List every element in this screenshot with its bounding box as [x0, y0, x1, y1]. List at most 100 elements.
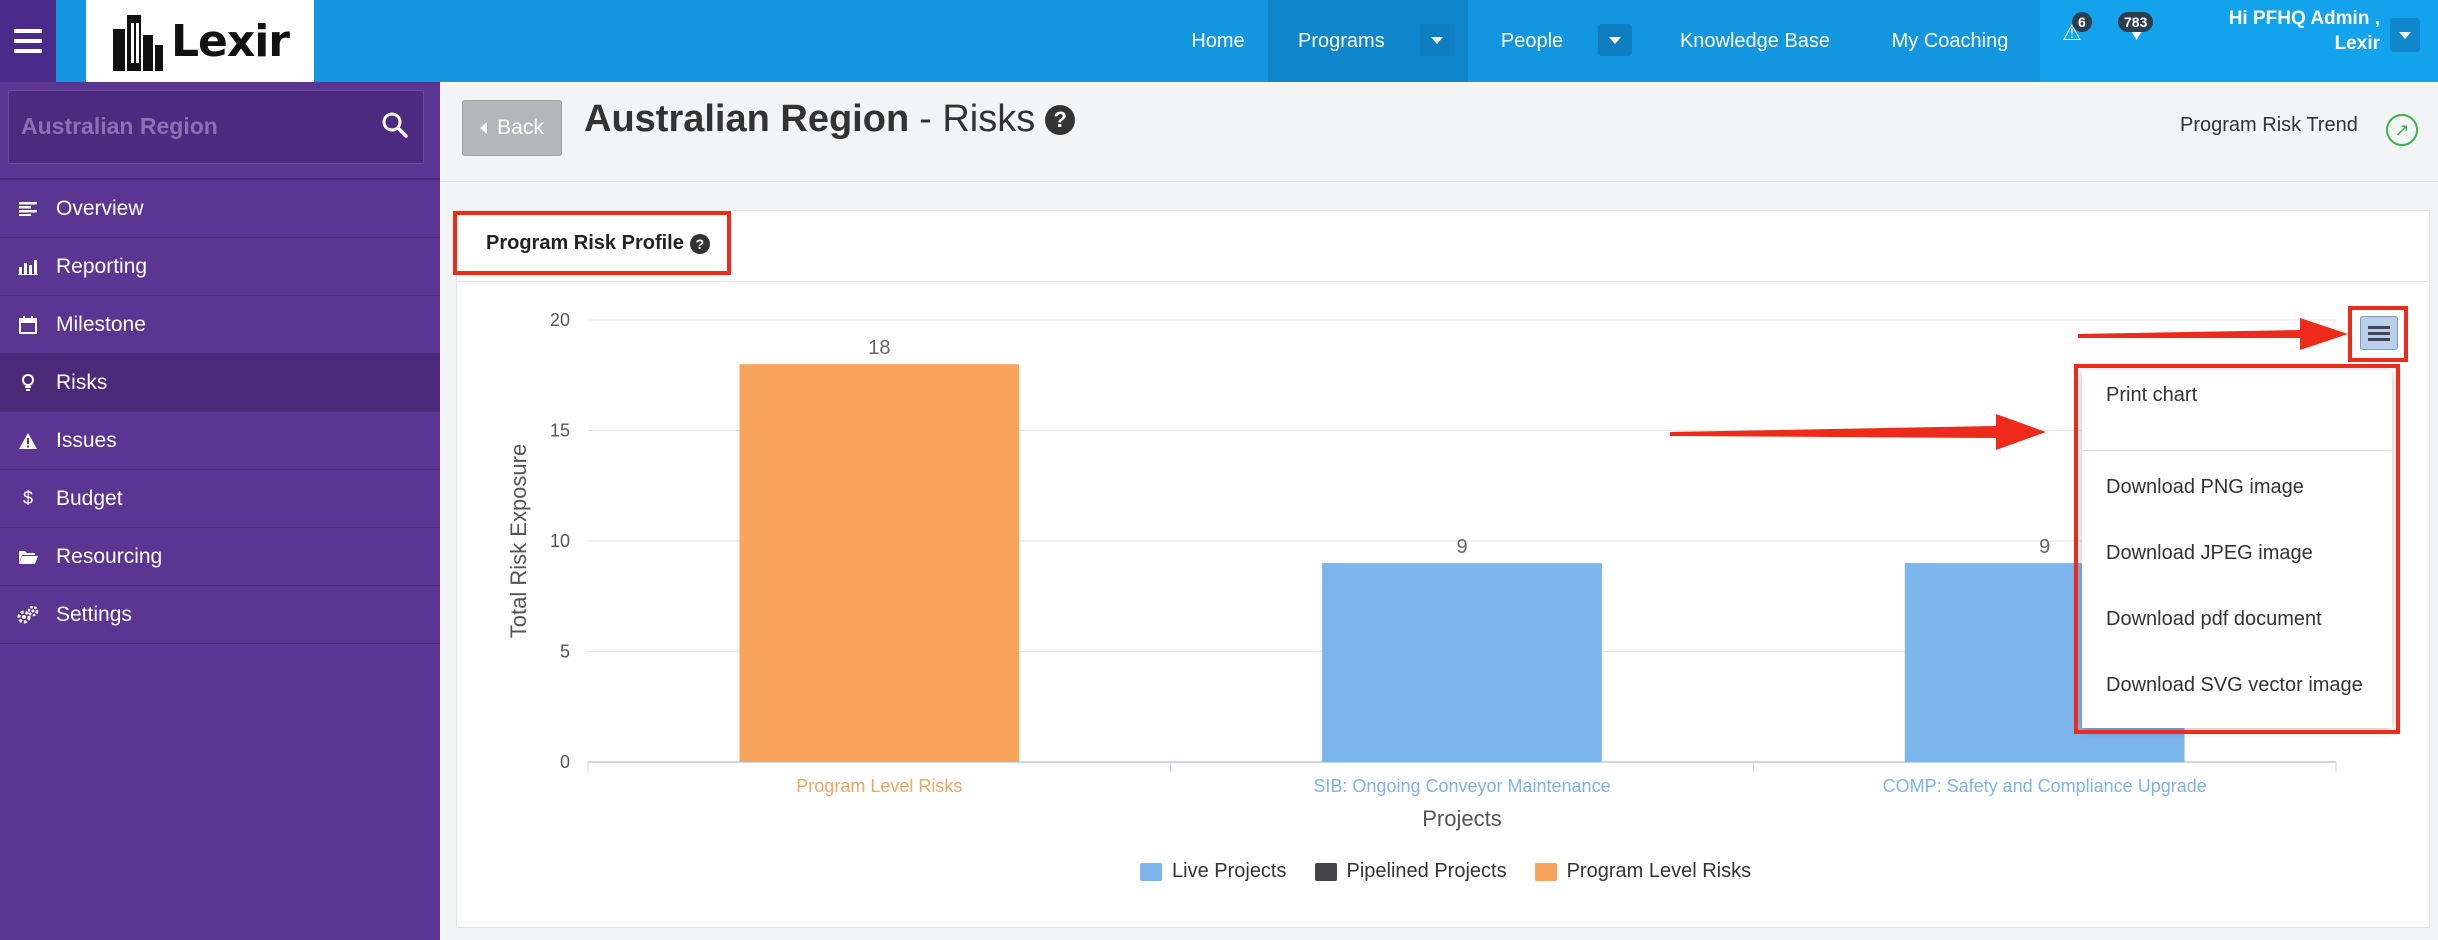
legend-item-pipelined[interactable]: Pipelined Projects: [1314, 860, 1507, 883]
sidebar-item-label: Settings: [56, 602, 132, 626]
folder-icon: [0, 549, 56, 565]
legend-label: Program Level Risks: [1566, 860, 1752, 882]
user-dropdown-button[interactable]: [2390, 18, 2420, 52]
legend-swatch: [1140, 862, 1162, 881]
y-tick-label: 0: [560, 752, 570, 772]
logo-text: Lexir: [170, 15, 290, 67]
highlight-box-menu-button: [2348, 306, 2408, 362]
bar-1: [1322, 563, 1602, 762]
user-org: Lexir: [2334, 33, 2380, 54]
menu-item-download-jpeg[interactable]: Download JPEG image: [2106, 542, 2313, 564]
sidebar-item-resourcing[interactable]: Resourcing: [0, 528, 440, 586]
menu-line: [2368, 325, 2390, 329]
x-axis-title: Projects: [1422, 806, 1501, 831]
y-axis-title: Total Risk Exposure: [506, 444, 531, 638]
nav-home[interactable]: Home: [1191, 29, 1245, 52]
help-icon[interactable]: ?: [1045, 104, 1076, 135]
nav-my-coaching[interactable]: My Coaching: [1891, 29, 2009, 52]
region-search[interactable]: Australian Region: [8, 90, 424, 164]
sidebar-item-label: Overview: [56, 196, 144, 220]
sidebar: Australian Region Overview Reporting Mil…: [0, 82, 440, 940]
page-title-region: Australian Region: [584, 98, 910, 140]
data-label: 9: [2039, 536, 2050, 558]
sidebar-divider: [0, 178, 440, 180]
region-search-label: Australian Region: [21, 113, 218, 139]
menu-separator: [2082, 450, 2392, 451]
building-logo-icon: [112, 15, 163, 71]
page-title: Australian Region - Risks ?: [584, 98, 1076, 141]
panel-help-icon[interactable]: ?: [689, 233, 710, 254]
hamburger-icon: [14, 26, 42, 56]
sidebar-item-risks[interactable]: Risks: [0, 354, 440, 412]
people-dropdown-button[interactable]: [1598, 24, 1632, 56]
sidebar-item-label: Milestone: [56, 312, 146, 336]
arrow-to-menu-button: [2078, 318, 2348, 350]
warning-icon: [0, 432, 56, 450]
menu-line: [2368, 331, 2390, 335]
x-tick-label: Program Level Risks: [796, 776, 962, 796]
sidebar-item-reporting[interactable]: Reporting: [0, 238, 440, 296]
data-label: 9: [1456, 536, 1467, 558]
bar-chart-icon: [0, 259, 56, 275]
panel-title-text: Program Risk Profile: [486, 232, 684, 254]
content-header: [440, 82, 2438, 182]
panel-title: Program Risk Profile ?: [486, 232, 710, 255]
menu-item-download-png[interactable]: Download PNG image: [2106, 476, 2304, 498]
top-navbar: [0, 0, 2438, 82]
menu-item-print[interactable]: Print chart: [2106, 384, 2198, 406]
x-tick-label: SIB: Ongoing Conveyor Maintenance: [1313, 776, 1610, 796]
messages-badge: 783: [2118, 12, 2154, 32]
external-link-icon[interactable]: ↗: [2386, 114, 2418, 146]
nav-people[interactable]: People: [1500, 29, 1564, 52]
sidebar-item-settings[interactable]: Settings: [0, 586, 440, 644]
page-title-section: - Risks: [919, 98, 1036, 140]
calendar-icon: [0, 315, 56, 334]
bar-0: [739, 364, 1020, 762]
legend-label: Live Projects: [1172, 860, 1287, 882]
gears-icon: [0, 605, 56, 624]
legend-item-live[interactable]: Live Projects: [1140, 860, 1287, 883]
legend-swatch: [1314, 862, 1337, 881]
user-greeting[interactable]: Hi PFHQ Admin , Lexir: [2200, 6, 2380, 56]
y-tick-label: 10: [550, 531, 570, 551]
search-icon[interactable]: [381, 111, 409, 139]
sidebar-item-issues[interactable]: Issues: [0, 412, 440, 470]
list-icon: [0, 201, 56, 216]
arrow-to-export-menu: [1670, 414, 2046, 450]
legend-swatch: [1534, 862, 1557, 881]
back-button[interactable]: Back: [462, 100, 562, 156]
logo[interactable]: Lexir: [86, 0, 314, 82]
risk-profile-chart: 0 5 10 15 20 18 Program Level Risks 9 SIB: Ongoi…: [506, 310, 2337, 831]
chart-export-menu: Print chart Download PNG image Download …: [2082, 370, 2392, 728]
sidebar-item-budget[interactable]: $ Budget: [0, 470, 440, 528]
sidebar-item-label: Reporting: [56, 254, 148, 278]
sidebar-item-label: Budget: [56, 486, 123, 510]
lightbulb-icon: [0, 373, 56, 392]
legend-item-program-level[interactable]: Program Level Risks: [1534, 860, 1752, 883]
menu-line: [2368, 337, 2390, 341]
sidebar-item-overview[interactable]: Overview: [0, 180, 440, 238]
panel-header: [456, 210, 2430, 282]
y-tick-label: 15: [550, 421, 570, 441]
sidebar-item-label: Issues: [56, 428, 117, 452]
sidebar-item-label: Risks: [56, 370, 108, 394]
y-tick-label: 5: [560, 642, 570, 662]
sidebar-item-milestone[interactable]: Milestone: [0, 296, 440, 354]
highlight-box-title: [453, 211, 731, 275]
data-label: 18: [868, 337, 890, 359]
menu-item-download-pdf[interactable]: Download pdf document: [2106, 608, 2322, 630]
highlight-box-menu: [2074, 364, 2400, 734]
program-risk-trend-link[interactable]: Program Risk Trend: [2180, 114, 2358, 136]
chart-context-menu-button[interactable]: [2360, 316, 2398, 350]
chart-legend: Live Projects Pipelined Projects Program…: [1140, 860, 1751, 883]
legend-label: Pipelined Projects: [1346, 860, 1507, 882]
alerts-badge: 6: [2072, 12, 2092, 32]
caret-left-icon: [480, 122, 488, 134]
programs-dropdown-button[interactable]: [1420, 24, 1454, 56]
sidebar-item-label: Resourcing: [56, 544, 163, 568]
menu-item-download-svg[interactable]: Download SVG vector image: [2106, 674, 2363, 696]
hamburger-menu-button[interactable]: [0, 0, 56, 82]
x-tick-label: COMP: Safety and Compliance Upgrade: [1883, 776, 2207, 796]
nav-knowledge-base[interactable]: Knowledge Base: [1679, 29, 1831, 52]
